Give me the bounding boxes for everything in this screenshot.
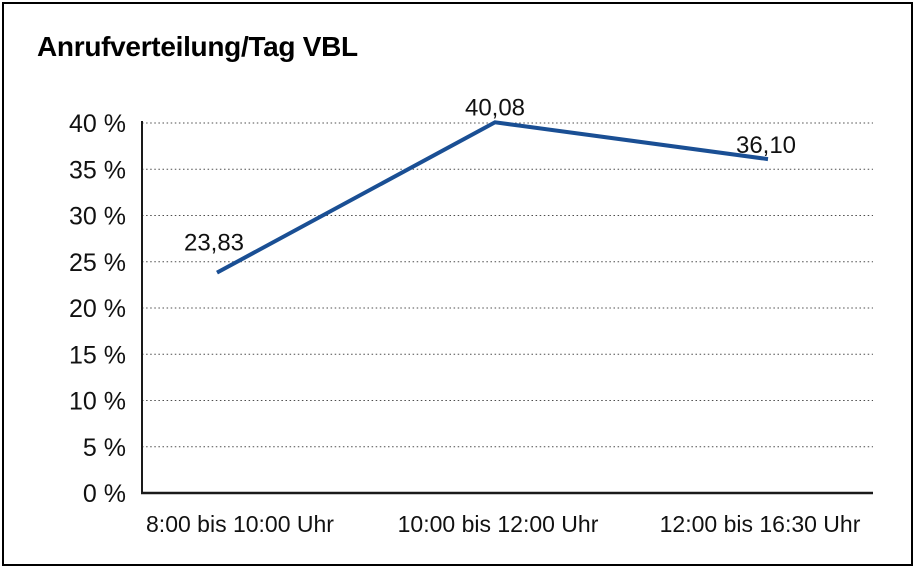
data-label: 23,83 bbox=[184, 230, 244, 257]
y-tick-label: 5 % bbox=[83, 434, 126, 462]
y-tick-label: 10 % bbox=[69, 388, 126, 416]
y-tick-label: 40 % bbox=[69, 110, 126, 138]
data-line bbox=[216, 120, 769, 275]
y-tick-label: 20 % bbox=[69, 295, 126, 323]
data-label: 40,08 bbox=[465, 94, 525, 121]
chart-title: Anrufverteilung/Tag VBL bbox=[37, 31, 358, 62]
y-tick-label: 35 % bbox=[69, 156, 126, 184]
data-label: 36,10 bbox=[736, 132, 796, 159]
x-axis-label: 12:00 bis 16:30 Uhr bbox=[660, 511, 861, 537]
y-tick-label: 30 % bbox=[69, 203, 126, 231]
y-tick-label: 0 % bbox=[83, 480, 126, 508]
y-tick-label: 15 % bbox=[69, 341, 126, 369]
x-axis-label: 10:00 bis 12:00 Uhr bbox=[398, 511, 599, 537]
y-tick-label: 25 % bbox=[69, 249, 126, 277]
x-axis-label: 8:00 bis 10:00 Uhr bbox=[146, 511, 334, 537]
